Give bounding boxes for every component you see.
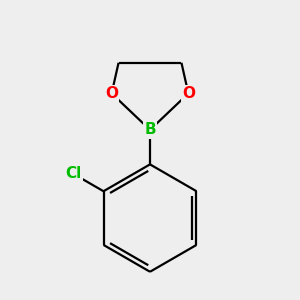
Text: O: O: [105, 86, 118, 101]
Text: Cl: Cl: [65, 167, 82, 182]
Text: B: B: [144, 122, 156, 137]
Text: O: O: [182, 86, 195, 101]
